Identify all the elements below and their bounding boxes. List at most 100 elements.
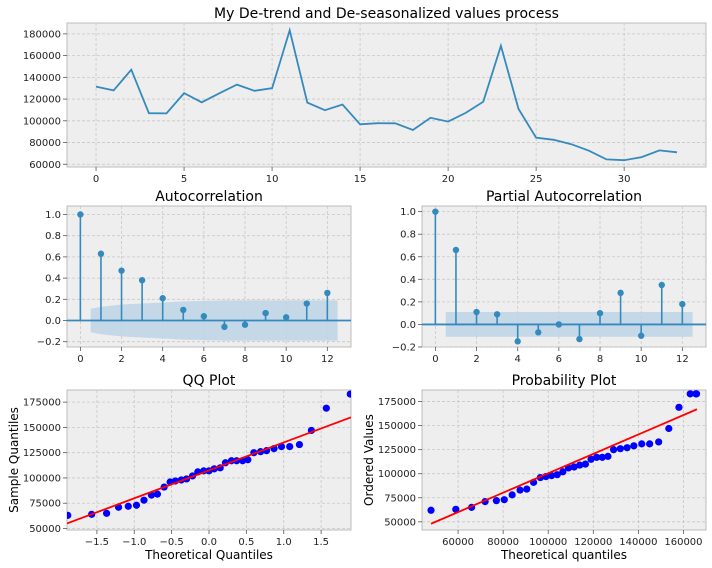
stem-marker — [596, 309, 604, 317]
y-axis-label: Sample Quantiles — [7, 407, 21, 513]
x-tick-label: 0 — [77, 354, 83, 365]
series-line — [95, 26, 678, 162]
x-tick-label: 20 — [442, 174, 455, 185]
stem-marker — [138, 277, 146, 284]
data-point — [132, 501, 141, 509]
data-point — [598, 453, 606, 461]
y-tick-label: 50000 — [29, 524, 61, 535]
chart-2: 0 2 4 6 8 10 12 −0.2 0.0 0.2 0.4 0.6 0.8 1.0 Autocorre… — [37, 189, 352, 365]
y-tick-label: 75000 — [29, 499, 61, 510]
y-tick-label: −0.2 — [37, 337, 61, 348]
stem-marker — [180, 306, 187, 314]
y-tick-label: 180000 — [23, 29, 61, 40]
y-tick-label: 120000 — [23, 95, 61, 106]
y-tick-label: 1.0 — [400, 207, 416, 218]
y-tick-label: 0.6 — [400, 252, 416, 263]
fit-line — [67, 416, 351, 525]
y-tick-label: 0.2 — [400, 297, 416, 308]
x-tick-label: 15 — [354, 174, 367, 185]
data-point — [286, 443, 294, 451]
stem-marker — [658, 281, 665, 289]
data-point — [675, 403, 683, 411]
data-point — [638, 440, 646, 448]
y-tick-label: 0.0 — [400, 320, 416, 331]
y-tick-label: 1.0 — [45, 210, 61, 221]
data-point — [103, 509, 111, 517]
stem-marker — [97, 250, 105, 257]
y-tick-label: 100000 — [23, 116, 61, 127]
x-tick-label: 160000 — [664, 537, 702, 548]
chart-title: Probability Plot — [512, 373, 617, 389]
data-point — [492, 497, 500, 505]
y-axis-label: Ordered Values — [362, 414, 376, 506]
data-point — [630, 442, 638, 450]
y-tick-label: 160000 — [23, 51, 61, 62]
chart-title: QQ Plot — [183, 373, 236, 389]
x-tick-label: 30 — [618, 174, 631, 185]
x-tick-label: 8 — [242, 354, 248, 365]
data-point — [553, 471, 561, 479]
y-tick-label: −0.2 — [392, 343, 416, 354]
stem-marker — [555, 321, 563, 328]
stem-marker — [493, 311, 501, 318]
stem-marker — [432, 208, 439, 215]
y-tick-label: 0.8 — [45, 231, 61, 242]
data-point — [665, 424, 673, 433]
stem-marker — [159, 295, 166, 302]
plot-area — [66, 22, 707, 168]
stem-marker — [77, 211, 84, 218]
stem-marker — [282, 314, 290, 321]
data-point — [686, 390, 694, 398]
data-point — [516, 486, 524, 494]
data-point — [548, 472, 556, 480]
data-point — [593, 453, 601, 461]
stem-marker — [241, 321, 249, 328]
data-point — [692, 390, 701, 398]
stem-marker — [617, 289, 624, 297]
x-tick-label: 120000 — [574, 537, 612, 548]
data-point — [452, 505, 460, 513]
y-tick-label: 0.0 — [45, 316, 61, 327]
plot-content — [67, 390, 351, 525]
plot-content — [422, 208, 706, 345]
y-tick-label: 150000 — [378, 421, 416, 432]
x-tick-label: 12 — [321, 354, 334, 365]
x-tick-label: 12 — [676, 354, 689, 365]
y-tick-label: 125000 — [23, 448, 61, 459]
chart-4: −1.5 −1.0 −0.5 0.0 0.5 1.0 1.5 50000 75000 100000… — [7, 373, 352, 562]
data-point — [570, 463, 578, 471]
y-tick-label: 125000 — [378, 445, 416, 456]
stem-marker — [473, 308, 480, 316]
x-tick-label: −0.5 — [159, 537, 183, 548]
x-tick-label: 0 — [432, 354, 438, 365]
chart-3: 0 2 4 6 8 10 12 −0.2 0.0 0.2 0.4 0.6 0.8 1.0 Partial A… — [392, 189, 707, 365]
stem-marker — [576, 335, 583, 343]
stem-marker — [514, 338, 521, 345]
x-tick-label: 0.5 — [238, 537, 254, 548]
y-tick-label: 0.2 — [45, 295, 61, 306]
x-tick-label: 4 — [515, 354, 521, 365]
fit-line — [430, 408, 698, 525]
y-tick-label: 60000 — [29, 160, 61, 171]
x-tick-label: 25 — [530, 174, 543, 185]
x-tick-label: 1.0 — [276, 537, 292, 548]
x-tick-label: 8 — [597, 354, 603, 365]
x-tick-label: 10 — [635, 354, 648, 365]
x-tick-label: 140000 — [619, 537, 657, 548]
y-tick-label: 100000 — [23, 473, 61, 484]
chart-5: 60000 80000 100000 120000 140000 160000 50000 7… — [362, 373, 707, 562]
y-tick-label: 175000 — [23, 398, 61, 409]
data-point — [523, 485, 531, 493]
data-point — [500, 496, 508, 504]
data-point — [322, 404, 330, 412]
stem-marker — [262, 309, 269, 317]
data-point — [124, 502, 132, 510]
chart-1: 0 5 10 15 20 25 30 60000 80000 100000 120000 140000… — [23, 6, 707, 185]
stem-marker — [637, 332, 645, 339]
x-tick-label: 2 — [473, 354, 479, 365]
data-point — [244, 456, 252, 464]
x-tick-label: 60000 — [442, 537, 474, 548]
data-point — [140, 496, 148, 504]
x-tick-label: 6 — [556, 354, 562, 365]
